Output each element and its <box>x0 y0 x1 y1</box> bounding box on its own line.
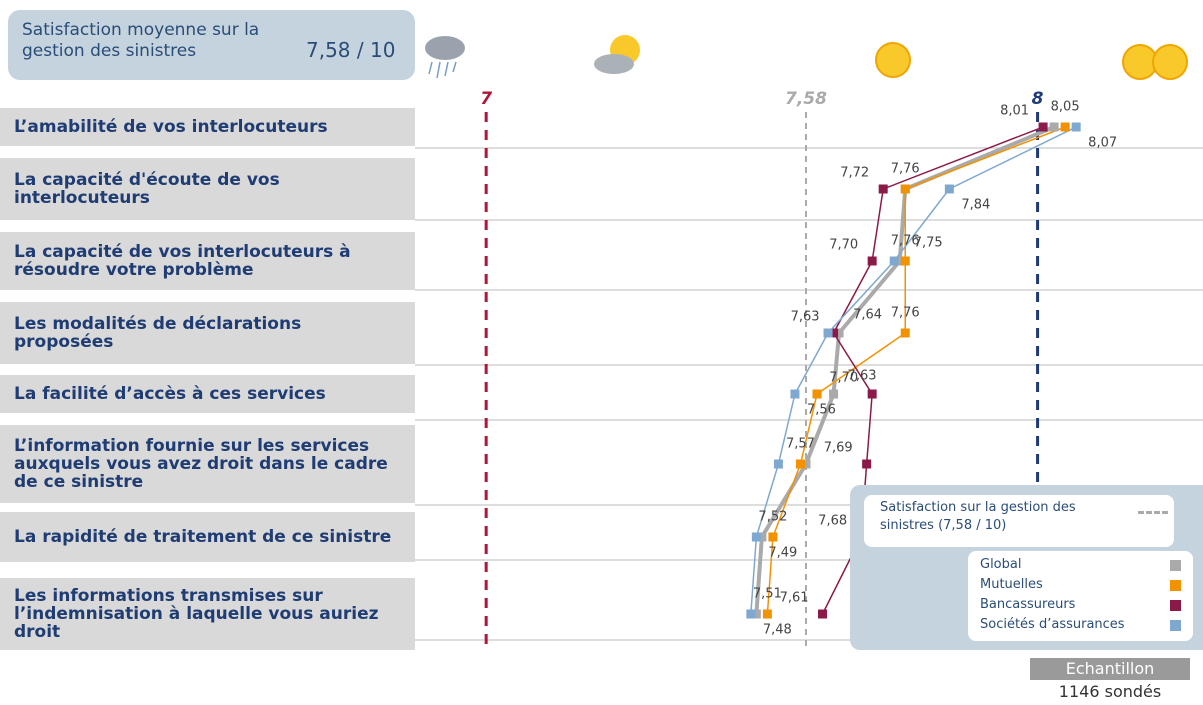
marker <box>900 184 910 194</box>
marker <box>751 609 761 619</box>
legend: Satisfaction sur la gestion des sinistre… <box>850 485 1203 650</box>
marker <box>829 328 839 338</box>
value-label: 7,61 <box>780 591 809 606</box>
marker <box>751 532 761 542</box>
marker <box>823 328 833 338</box>
series-line <box>750 126 1077 615</box>
value-label: 7,63 <box>791 310 820 325</box>
value-label: 7,76 <box>891 234 920 249</box>
row-label-box: Les modalités de déclarations proposées <box>0 302 415 364</box>
marker <box>895 256 905 266</box>
marker <box>834 328 844 338</box>
legend-swatch <box>1170 580 1181 591</box>
value-label: 7,56 <box>807 403 836 418</box>
value-label: 7,76 <box>891 306 920 321</box>
value-label: 8,05 <box>1051 100 1080 115</box>
legend-title-text: Satisfaction sur la gestion des sinistre… <box>880 500 1076 533</box>
series-line <box>754 125 1055 615</box>
row-label: La rapidité de traitement de ce sinistre <box>14 527 392 547</box>
value-label: 7,51 <box>753 587 782 602</box>
sample-box: Echantillon 1146 sondés <box>1020 656 1198 705</box>
value-label: 7,49 <box>768 546 797 561</box>
marker <box>762 609 772 619</box>
marker <box>878 184 888 194</box>
legend-label: Mutuelles <box>980 577 1043 592</box>
legend-swatch <box>1170 600 1181 611</box>
marker <box>773 459 783 469</box>
row-label-box: La capacité de vos interlocuteurs à réso… <box>0 232 415 290</box>
marker <box>829 389 839 399</box>
legend-label: Sociétés d’assurances <box>980 617 1125 632</box>
legend-swatch <box>1170 560 1181 571</box>
value-label: 7,72 <box>840 166 869 181</box>
value-label: 7,48 <box>763 623 792 638</box>
value-label: 7,69 <box>824 441 853 456</box>
value-label: 7,84 <box>961 198 990 213</box>
row-label-box: L’amabilité de vos interlocuteurs <box>0 108 415 146</box>
reference-label: 8 <box>1032 89 1044 109</box>
weather-icons <box>425 35 1188 80</box>
row-label: La capacité de vos interlocuteurs à réso… <box>14 242 351 280</box>
row-label: La capacité d'écoute de vos interlocuteu… <box>14 170 280 208</box>
row-label: Les modalités de déclarations proposées <box>14 314 302 352</box>
reference-label: 7,58 <box>785 89 827 109</box>
legend-title: Satisfaction sur la gestion des sinistre… <box>864 495 1174 547</box>
header-title: Satisfaction moyenne sur la gestion des … <box>22 20 260 61</box>
legend-label: Bancassureurs <box>980 597 1076 612</box>
marker <box>812 389 822 399</box>
marker <box>1060 122 1070 132</box>
row-label: L’information fournie sur les services a… <box>14 436 388 492</box>
legend-label: Global <box>980 557 1022 572</box>
marker <box>900 256 910 266</box>
marker <box>944 184 954 194</box>
header: Satisfaction moyenne sur la gestion des … <box>8 10 415 80</box>
row-label: Les informations transmises sur l’indemn… <box>14 586 379 642</box>
value-label: 7,57 <box>786 437 815 452</box>
row-label-box: La rapidité de traitement de ce sinistre <box>0 512 415 562</box>
value-label: 7,70 <box>829 371 858 386</box>
marker <box>867 389 877 399</box>
marker <box>746 609 756 619</box>
value-label: 7,76 <box>891 162 920 177</box>
marker <box>1038 122 1048 132</box>
value-label: 8,07 <box>1088 136 1117 151</box>
row-label-box: La capacité d'écoute de vos interlocuteu… <box>0 158 415 220</box>
value-label: 7,68 <box>818 514 847 529</box>
marker <box>757 532 767 542</box>
legend-dash <box>1138 511 1168 514</box>
series-line <box>766 126 1066 615</box>
sample-title: Echantillon <box>1030 658 1190 680</box>
marker <box>801 459 811 469</box>
header-value: 7,58 / 10 <box>306 38 396 62</box>
value-label: 7,52 <box>758 510 787 525</box>
row-label-box: La facilité d’accès à ces services <box>0 375 415 413</box>
legend-swatch <box>1170 620 1181 631</box>
legend-items: Global Mutuelles Bancassureurs Sociétés d’a… <box>968 551 1193 641</box>
marker <box>795 459 805 469</box>
value-label: 7,75 <box>914 236 943 251</box>
value-label: 7,64 <box>853 308 882 323</box>
marker <box>790 389 800 399</box>
marker <box>867 256 877 266</box>
value-label: 8,01 <box>1000 104 1029 119</box>
row-label: La facilité d’accès à ces services <box>14 384 326 404</box>
sample-value: 1146 sondés <box>1058 682 1162 701</box>
marker <box>862 459 872 469</box>
marker <box>900 328 910 338</box>
marker <box>768 532 778 542</box>
value-label: 7,63 <box>848 369 877 384</box>
value-label: 7,70 <box>829 238 858 253</box>
row-label-box: Les informations transmises sur l’indemn… <box>0 578 415 650</box>
marker <box>1049 122 1059 132</box>
row-label-box: L’information fournie sur les services a… <box>0 425 415 503</box>
row-label: L’amabilité de vos interlocuteurs <box>14 117 328 137</box>
reference-label: 7 <box>480 89 492 109</box>
marker <box>1071 122 1081 132</box>
marker <box>818 609 828 619</box>
marker <box>889 256 899 266</box>
